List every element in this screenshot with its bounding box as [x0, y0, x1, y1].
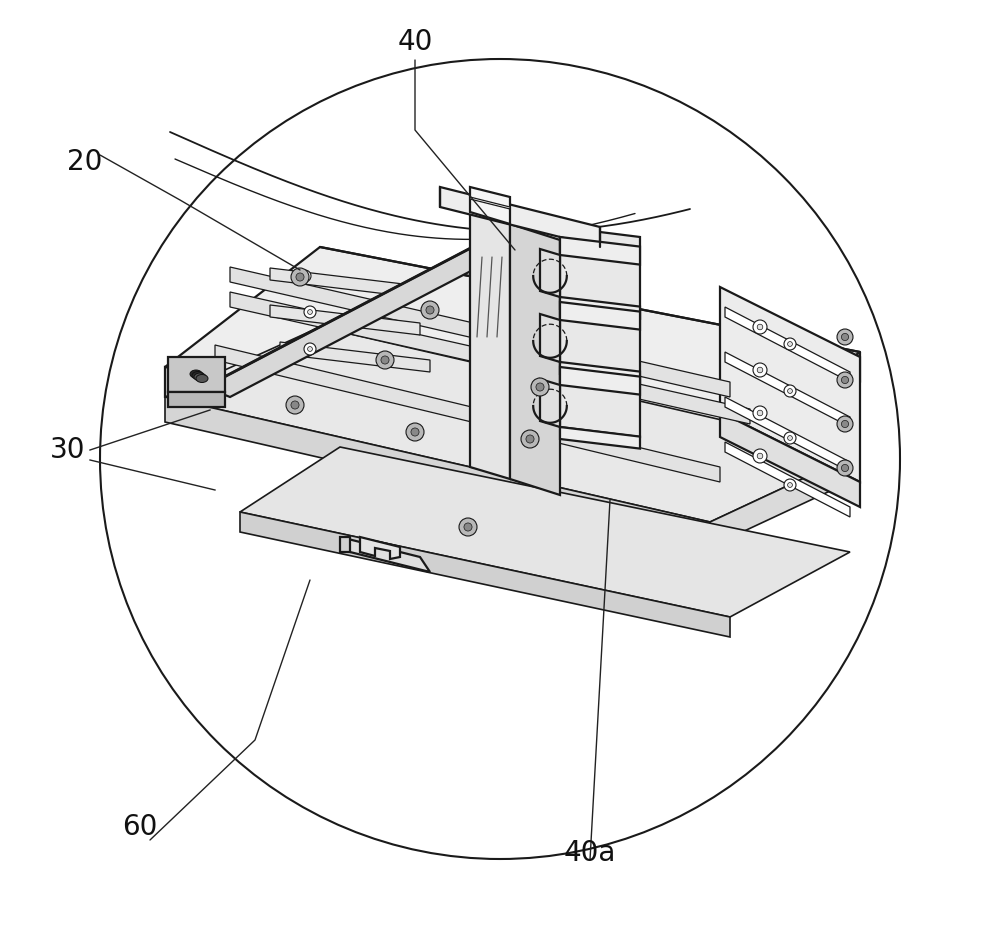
- Circle shape: [753, 406, 767, 420]
- Circle shape: [757, 367, 763, 373]
- Circle shape: [376, 351, 394, 369]
- Polygon shape: [168, 392, 225, 407]
- Circle shape: [788, 342, 792, 347]
- Polygon shape: [340, 537, 430, 572]
- Circle shape: [788, 388, 792, 393]
- Circle shape: [837, 329, 853, 345]
- Text: 40: 40: [397, 28, 433, 56]
- Circle shape: [841, 421, 849, 427]
- Polygon shape: [725, 352, 850, 427]
- Text: 20: 20: [67, 148, 103, 176]
- Circle shape: [464, 523, 472, 531]
- Text: 30: 30: [50, 436, 86, 464]
- Circle shape: [753, 449, 767, 463]
- Circle shape: [757, 411, 763, 416]
- Circle shape: [381, 356, 389, 364]
- Polygon shape: [168, 357, 225, 392]
- Text: 40a: 40a: [564, 839, 616, 867]
- Polygon shape: [270, 305, 420, 335]
- Polygon shape: [560, 237, 640, 264]
- Polygon shape: [560, 302, 640, 330]
- Circle shape: [753, 320, 767, 334]
- Ellipse shape: [196, 375, 208, 383]
- Circle shape: [291, 401, 299, 409]
- Circle shape: [784, 432, 796, 444]
- Circle shape: [837, 372, 853, 388]
- Polygon shape: [725, 307, 850, 382]
- Ellipse shape: [194, 373, 206, 381]
- Circle shape: [526, 435, 534, 443]
- Polygon shape: [710, 352, 860, 502]
- Polygon shape: [540, 314, 560, 362]
- Circle shape: [406, 423, 424, 441]
- Polygon shape: [560, 362, 640, 384]
- Polygon shape: [230, 267, 730, 397]
- Circle shape: [837, 416, 853, 432]
- Polygon shape: [710, 452, 860, 547]
- Polygon shape: [270, 268, 400, 296]
- Circle shape: [304, 343, 316, 355]
- Polygon shape: [240, 512, 730, 637]
- Polygon shape: [560, 227, 640, 437]
- Polygon shape: [165, 397, 710, 547]
- Polygon shape: [560, 367, 640, 395]
- Circle shape: [304, 306, 316, 318]
- Polygon shape: [215, 345, 720, 482]
- Circle shape: [286, 396, 304, 414]
- Polygon shape: [725, 397, 850, 472]
- Circle shape: [411, 428, 419, 436]
- Circle shape: [784, 385, 796, 397]
- Circle shape: [531, 378, 549, 396]
- Circle shape: [308, 310, 312, 314]
- Circle shape: [788, 483, 792, 488]
- Circle shape: [841, 334, 849, 340]
- Circle shape: [788, 436, 792, 440]
- Circle shape: [521, 430, 539, 448]
- Circle shape: [784, 338, 796, 350]
- Polygon shape: [470, 197, 510, 209]
- Polygon shape: [240, 447, 850, 617]
- Polygon shape: [230, 292, 750, 424]
- Circle shape: [459, 518, 477, 536]
- Polygon shape: [360, 537, 400, 559]
- Circle shape: [757, 324, 763, 330]
- Polygon shape: [165, 247, 860, 472]
- Circle shape: [303, 273, 307, 278]
- Polygon shape: [470, 187, 510, 224]
- Polygon shape: [165, 327, 860, 522]
- Polygon shape: [560, 427, 640, 449]
- Polygon shape: [165, 367, 710, 502]
- Polygon shape: [205, 217, 555, 397]
- Circle shape: [841, 376, 849, 384]
- Circle shape: [841, 464, 849, 472]
- Circle shape: [296, 273, 304, 281]
- Ellipse shape: [190, 370, 202, 378]
- Polygon shape: [560, 297, 640, 319]
- Polygon shape: [540, 379, 560, 427]
- Circle shape: [308, 347, 312, 351]
- Ellipse shape: [192, 372, 204, 379]
- Circle shape: [536, 383, 544, 391]
- Circle shape: [784, 479, 796, 491]
- Circle shape: [291, 268, 309, 286]
- Polygon shape: [340, 537, 350, 552]
- Circle shape: [299, 270, 311, 282]
- Polygon shape: [280, 342, 430, 372]
- Circle shape: [426, 306, 434, 314]
- Circle shape: [753, 363, 767, 377]
- Text: 60: 60: [122, 813, 158, 841]
- Polygon shape: [720, 412, 860, 507]
- Polygon shape: [540, 249, 560, 297]
- Circle shape: [757, 453, 763, 459]
- Circle shape: [837, 460, 853, 476]
- Polygon shape: [720, 287, 860, 482]
- Circle shape: [421, 301, 439, 319]
- Polygon shape: [470, 212, 510, 479]
- Polygon shape: [510, 224, 560, 495]
- Polygon shape: [440, 187, 600, 247]
- Polygon shape: [725, 442, 850, 517]
